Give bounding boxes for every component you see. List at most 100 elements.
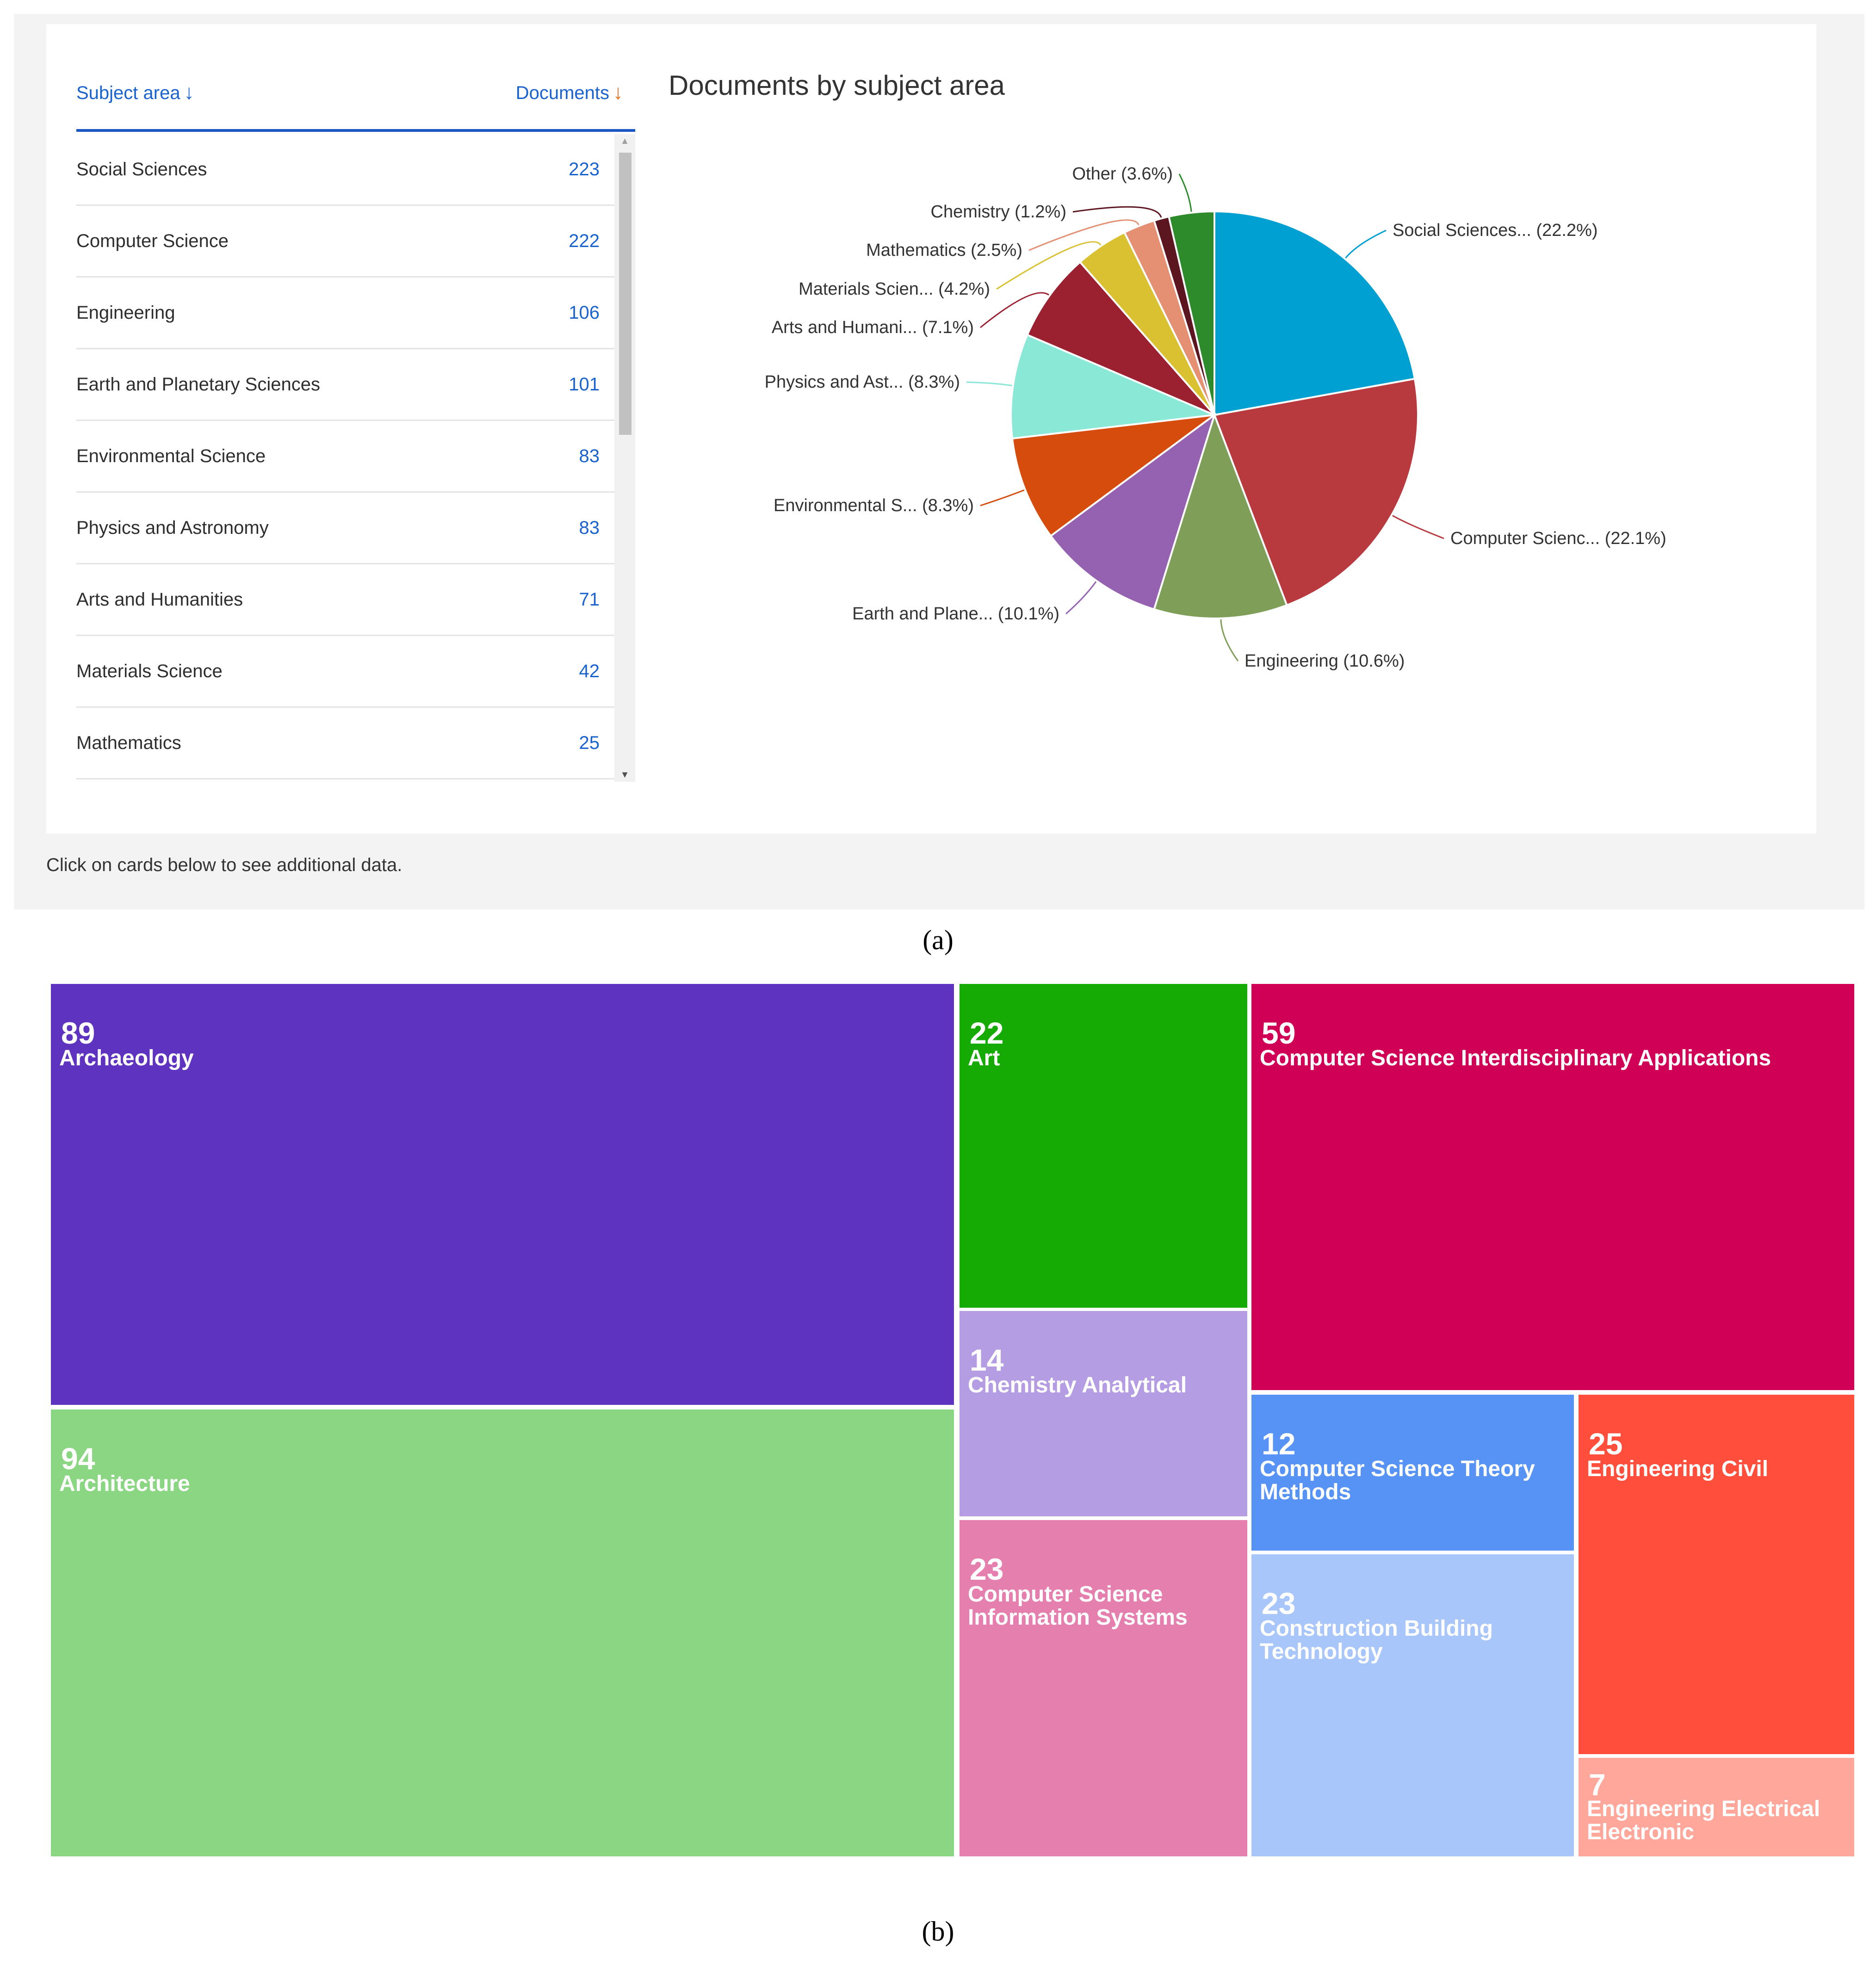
document-count-link[interactable]: 223 <box>569 159 600 179</box>
table-row[interactable]: Mathematics 25 <box>76 708 615 779</box>
treemap-card-label: Art <box>968 1046 1000 1070</box>
treemap-card[interactable]: 89 Archaeology <box>51 984 954 1405</box>
pie-leader-line <box>980 292 1049 328</box>
document-count-link[interactable]: 106 <box>569 303 600 323</box>
figure-caption-b: (b) <box>922 1916 954 1947</box>
document-count-link[interactable]: 83 <box>579 518 600 538</box>
pie-leader-line <box>966 381 1012 386</box>
document-count-link[interactable]: 71 <box>579 589 600 610</box>
pie-slice[interactable] <box>1214 210 1416 416</box>
pie-leader-line <box>1065 581 1097 615</box>
pie-leader-line <box>1178 173 1192 212</box>
treemap-card[interactable]: 12 Computer Science Theory Methods <box>1251 1395 1574 1551</box>
document-count-link[interactable]: 42 <box>579 661 600 681</box>
treemap-card-label: Archaeology <box>59 1046 194 1070</box>
subject-area-table: Social Sciences 223 Computer Science 222… <box>76 134 635 782</box>
subject-area-header-label: Subject area <box>76 83 180 103</box>
table-row[interactable]: Engineering 106 <box>76 278 615 349</box>
treemap-card-count: 94 <box>61 1441 95 1476</box>
treemap-card-label: Computer Science Interdisciplinary Appli… <box>1260 1046 1771 1070</box>
pie-slice-label: Other (3.6%) <box>1072 164 1173 184</box>
pie-slice[interactable] <box>1011 414 1218 538</box>
table-row[interactable]: Environmental Science 83 <box>76 421 615 493</box>
subject-name: Mathematics <box>76 733 181 753</box>
pie-slice[interactable] <box>1026 260 1215 416</box>
pie-slice-label: Arts and Humani... (7.1%) <box>772 318 974 337</box>
table-row[interactable]: Arts and Humanities 71 <box>76 564 615 636</box>
subject-name: Materials Science <box>76 661 223 681</box>
treemap-card-label: Engineering Electrical Electronic <box>1587 1797 1820 1844</box>
subject-name: Computer Science <box>76 231 229 251</box>
pie-leader-line <box>980 489 1025 507</box>
pie-slice[interactable] <box>1168 210 1215 415</box>
document-count-link[interactable]: 101 <box>569 374 600 395</box>
treemap-card-label: Architecture <box>59 1471 190 1496</box>
treemap-card[interactable]: 14 Chemistry Analytical <box>960 1311 1247 1516</box>
treemap-card-label: Chemistry Analytical <box>968 1373 1187 1397</box>
pie-slice-label: Social Sciences... (22.2%) <box>1393 221 1598 240</box>
subject-area-sort-header[interactable]: Subject area ↓ <box>76 79 194 107</box>
subject-name: Social Sciences <box>76 159 207 179</box>
treemap-card[interactable]: 22 Art <box>960 984 1247 1308</box>
table-row[interactable]: Physics and Astronomy 83 <box>76 493 615 564</box>
treemap-card-count: 14 <box>970 1343 1004 1377</box>
treemap-card[interactable]: 25 Engineering Civil <box>1579 1395 1854 1754</box>
table-row[interactable]: Earth and Planetary Sciences 101 <box>76 349 615 421</box>
pie-slice[interactable] <box>1010 334 1218 440</box>
pie-slice-label: Physics and Ast... (8.3%) <box>765 372 960 392</box>
document-count-link[interactable]: 83 <box>579 446 600 466</box>
treemap-card[interactable]: 7 Engineering Electrical Electronic <box>1579 1758 1854 1856</box>
treemap-card-label: Construction Building Technology <box>1260 1616 1493 1664</box>
subject-name: Earth and Planetary Sciences <box>76 374 320 395</box>
pie-leader-line <box>1392 515 1444 539</box>
pie-leader-line <box>996 241 1102 290</box>
document-count-link[interactable]: 25 <box>579 733 600 753</box>
subject-area-card <box>46 24 1816 834</box>
pie-slice-label: Mathematics (2.5%) <box>866 241 1022 260</box>
document-count-link[interactable]: 222 <box>569 231 600 251</box>
treemap-card-count: 23 <box>1262 1586 1296 1620</box>
table-row[interactable]: Materials Science 42 <box>76 636 615 708</box>
treemap-card[interactable]: 23 Construction Building Technology <box>1251 1554 1574 1856</box>
scroll-down-arrow-icon[interactable]: ▼ <box>620 770 630 780</box>
scroll-up-arrow-icon[interactable]: ▲ <box>620 136 630 146</box>
table-row[interactable]: Social Sciences 223 <box>76 134 615 206</box>
table-header: Subject area ↓ Documents ↓ <box>76 69 635 132</box>
sort-down-arrow-icon: ↓ <box>613 81 623 104</box>
treemap-card-label: Computer Science Theory Methods <box>1260 1457 1535 1504</box>
figure-caption-a: (a) <box>923 925 953 955</box>
pie-chart-title: Documents by subject area <box>669 70 1005 101</box>
pie-leader-line <box>1072 206 1162 218</box>
pie-slice[interactable] <box>1049 412 1216 611</box>
subject-name: Environmental Science <box>76 446 266 466</box>
treemap-card-label: Computer Science Information Systems <box>968 1582 1188 1630</box>
subject-name: Physics and Astronomy <box>76 518 269 538</box>
subject-name: Engineering <box>76 303 175 323</box>
pie-slice[interactable] <box>1153 412 1288 619</box>
pie-slice-label: Chemistry (1.2%) <box>931 202 1067 222</box>
treemap-card-count: 12 <box>1262 1427 1296 1461</box>
pie-slice-label: Computer Scienc... (22.1%) <box>1450 529 1666 548</box>
treemap-card-count: 7 <box>1589 1768 1606 1802</box>
treemap-card-label: Engineering Civil <box>1587 1457 1769 1481</box>
cards-hint-text: Click on cards below to see additional d… <box>46 855 402 875</box>
pie-slice-label: Earth and Plane... (10.1%) <box>852 604 1059 624</box>
treemap-card[interactable]: 59 Computer Science Interdisciplinary App… <box>1251 984 1854 1390</box>
table-scrollbar[interactable]: ▲ ▼ <box>614 134 635 782</box>
documents-pie-chart: Social Sciences... (22.2%) Computer Scien… <box>765 164 1666 671</box>
treemap-card-count: 59 <box>1262 1016 1296 1050</box>
scrollbar-thumb[interactable] <box>619 153 632 435</box>
treemap-card-count: 89 <box>61 1016 95 1050</box>
treemap-card[interactable]: 23 Computer Science Information Systems <box>960 1520 1247 1856</box>
sort-down-arrow-icon: ↓ <box>184 81 194 104</box>
pie-slice-label: Engineering (10.6%) <box>1244 651 1405 671</box>
treemap-card-count: 25 <box>1589 1427 1623 1461</box>
pie-slice-label: Environmental S... (8.3%) <box>774 496 974 515</box>
treemap-card[interactable]: 94 Architecture <box>51 1410 954 1856</box>
pie-slice-label: Materials Scien... (4.2%) <box>799 279 990 299</box>
table-row[interactable]: Computer Science 222 <box>76 206 615 278</box>
treemap-card-count: 23 <box>970 1552 1004 1586</box>
documents-sort-header[interactable]: Documents ↓ <box>516 79 623 107</box>
subject-name: Arts and Humanities <box>76 589 243 610</box>
